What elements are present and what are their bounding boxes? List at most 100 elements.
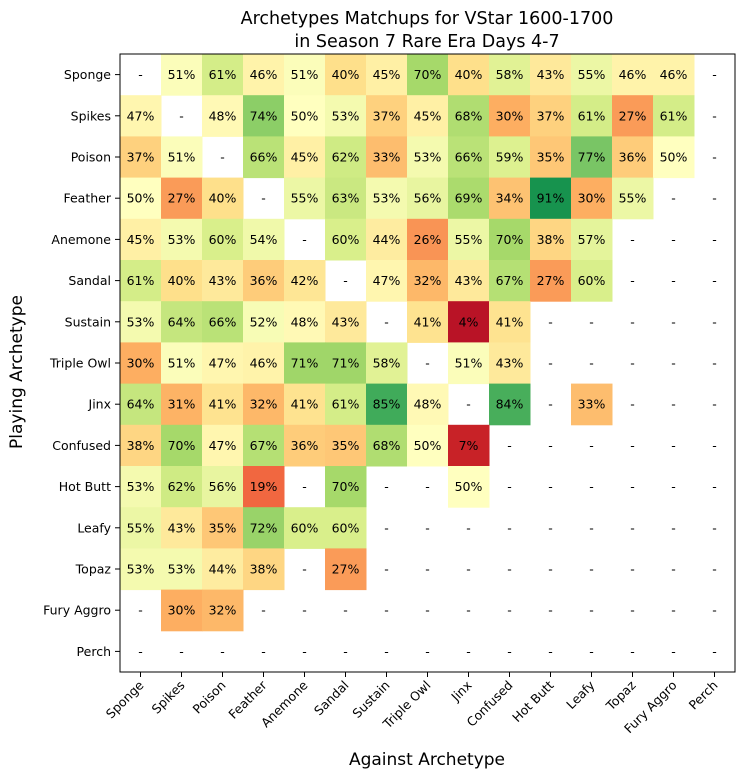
cell-label-feather-vs-topaz: 55% [619,191,647,206]
chart-title: Archetypes Matchups for VStar 1600-1700 [241,9,614,29]
cell-label-feather-vs-sustain: 53% [373,191,401,206]
cell-label-jinx-vs-triple-owl: 48% [414,397,442,412]
cell-feather-vs-poison [202,177,244,220]
cell-label-spikes-vs-sponge: 47% [127,108,155,123]
cell-sustain-vs-poison [202,301,244,343]
y-tick-label-sandal: Sandal [68,273,111,288]
x-tick-label-sandal: Sandal [311,678,352,719]
cell-sustain-vs-sponge [120,301,162,343]
cell-label-triple-owl-vs-spikes: 51% [168,356,196,371]
cell-label-fury-aggro-vs-fury-aggro: - [671,603,676,618]
cell-poison-vs-hot-butt [530,136,572,179]
y-tick-label-topaz: Topaz [75,562,112,577]
cell-label-sponge-vs-anemone: 51% [291,67,319,82]
y-tick-label-feather: Feather [63,191,111,206]
cell-label-jinx-vs-confused: 84% [496,397,524,412]
cell-label-topaz-vs-poison: 44% [209,562,237,577]
cell-label-confused-vs-fury-aggro: - [671,438,676,453]
cell-label-poison-vs-anemone: 45% [291,150,319,165]
heatmap-cell-labels: - 51% 61% 46% 51% 40% 45% 70% 40% 58% 43% 55% 46% 46%… [127,67,717,659]
cell-sustain-vs-anemone [284,301,326,343]
cell-spikes-vs-fury-aggro [653,95,695,137]
cell-label-perch-vs-poison: - [220,644,225,659]
cell-spikes-vs-poison [202,95,244,137]
cell-label-hot-butt-vs-leafy: - [589,479,594,494]
cell-label-fury-aggro-vs-anemone: - [302,603,307,618]
cell-sponge-vs-leafy [571,54,613,96]
cell-label-anemone-vs-sponge: 45% [127,232,155,247]
cell-label-leafy-vs-feather: 72% [250,520,278,535]
cell-topaz-vs-poison [202,548,244,591]
cell-sandal-vs-jinx [448,260,490,302]
cell-label-leafy-vs-poison: 35% [209,520,237,535]
cell-sandal-vs-confused [489,260,531,302]
cell-label-poison-vs-sandal: 62% [332,150,360,165]
cell-feather-vs-triple-owl [407,177,449,220]
cell-confused-vs-sponge [120,424,162,467]
cell-label-sandal-vs-confused: 67% [496,273,524,288]
cell-label-sustain-vs-confused: 41% [496,314,524,329]
cell-leafy-vs-spikes [161,507,203,549]
cell-confused-vs-spikes [161,424,203,467]
cell-sponge-vs-topaz [612,54,654,96]
x-tick-label-poison: Poison [190,678,229,717]
cell-label-jinx-vs-poison: 41% [209,397,237,412]
cell-sponge-vs-triple-owl [407,54,449,96]
cell-jinx-vs-spikes [161,383,203,426]
cell-label-confused-vs-anemone: 36% [291,438,319,453]
cell-feather-vs-leafy [571,177,613,220]
cell-jinx-vs-feather [243,383,285,426]
cell-poison-vs-jinx [448,136,490,179]
cell-label-feather-vs-confused: 34% [496,191,524,206]
cell-triple-owl-vs-sponge [120,342,162,385]
cell-label-leafy-vs-topaz: - [630,520,635,535]
cell-label-jinx-vs-spikes: 31% [168,397,196,412]
cell-label-topaz-vs-hot-butt: - [548,562,553,577]
cell-label-jinx-vs-topaz: - [630,397,635,412]
cell-label-leafy-vs-hot-butt: - [548,520,553,535]
cell-label-spikes-vs-feather: 74% [250,108,278,123]
cell-label-anemone-vs-sustain: 44% [373,232,401,247]
cell-label-fury-aggro-vs-sandal: - [343,603,348,618]
cell-label-leafy-vs-perch: - [712,520,717,535]
cell-label-sponge-vs-leafy: 55% [578,67,606,82]
cell-label-sponge-vs-sustain: 45% [373,67,401,82]
cell-label-sponge-vs-perch: - [712,67,717,82]
cell-label-topaz-vs-fury-aggro: - [671,562,676,577]
cell-label-jinx-vs-fury-aggro: - [671,397,676,412]
cell-label-topaz-vs-jinx: - [466,562,471,577]
y-axis: Sponge Spikes Poison Feather Anemone Sandal Su… [43,67,120,659]
cell-label-feather-vs-triple-owl: 56% [414,191,442,206]
cell-topaz-vs-feather [243,548,285,591]
cell-sponge-vs-fury-aggro [653,54,695,96]
cell-label-anemone-vs-sandal: 60% [332,232,360,247]
cell-sandal-vs-anemone [284,260,326,302]
cell-label-triple-owl-vs-topaz: - [630,356,635,371]
cell-poison-vs-sponge [120,136,162,179]
cell-feather-vs-jinx [448,177,490,220]
cell-sandal-vs-hot-butt [530,260,572,302]
cell-label-feather-vs-sandal: 63% [332,191,360,206]
cell-label-sandal-vs-fury-aggro: - [671,273,676,288]
cell-label-perch-vs-spikes: - [179,644,184,659]
cell-fury-aggro-vs-poison [202,589,244,632]
cell-label-fury-aggro-vs-hot-butt: - [548,603,553,618]
cell-label-hot-butt-vs-sponge: 53% [127,479,155,494]
cell-label-hot-butt-vs-topaz: - [630,479,635,494]
cell-spikes-vs-leafy [571,95,613,137]
cell-label-triple-owl-vs-sustain: 58% [373,356,401,371]
cell-label-hot-butt-vs-poison: 56% [209,479,237,494]
cell-label-triple-owl-vs-sponge: 30% [127,356,155,371]
cell-anemone-vs-sandal [325,218,367,261]
cell-label-sandal-vs-triple-owl: 32% [414,273,442,288]
cell-label-topaz-vs-perch: - [712,562,717,577]
y-tick-label-poison: Poison [71,150,111,165]
cell-label-leafy-vs-spikes: 43% [168,520,196,535]
cell-feather-vs-spikes [161,177,203,220]
cell-label-poison-vs-feather: 66% [250,150,278,165]
cell-label-confused-vs-leafy: - [589,438,594,453]
cell-spikes-vs-hot-butt [530,95,572,137]
cell-label-feather-vs-perch: - [712,191,717,206]
cell-poison-vs-feather [243,136,285,179]
cell-label-fury-aggro-vs-triple-owl: - [425,603,430,618]
